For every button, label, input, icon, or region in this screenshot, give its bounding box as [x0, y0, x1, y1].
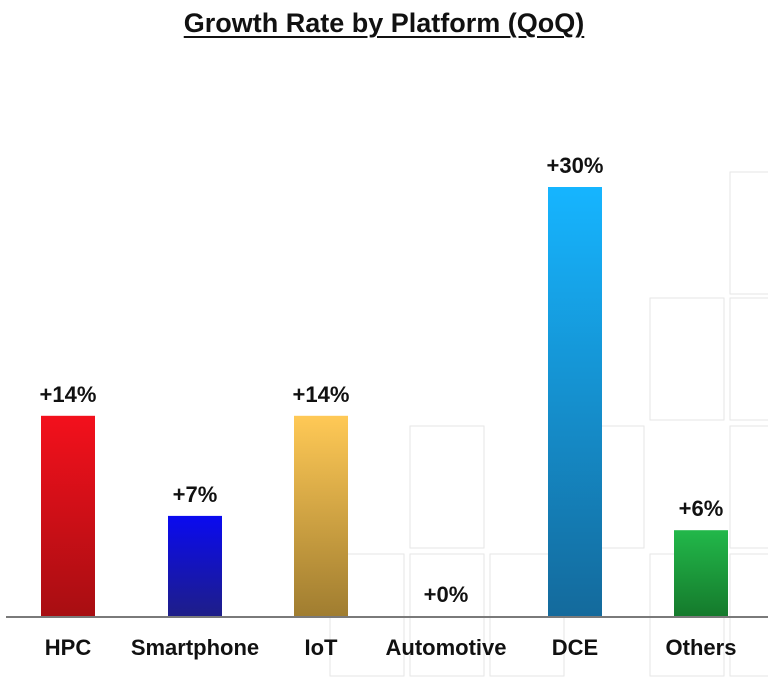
category-label-automotive: Automotive [386, 635, 507, 660]
background-box [649, 297, 725, 421]
bar-hpc [41, 415, 95, 616]
background-box [729, 297, 768, 421]
category-labels-group: HPC Smartphone IoT Automotive DCE Others [45, 635, 737, 660]
category-label-others: Others [666, 635, 737, 660]
value-label-others: +6% [679, 496, 724, 521]
value-label-iot: +14% [293, 382, 350, 407]
background-box [409, 553, 485, 677]
value-label-hpc: +14% [40, 382, 97, 407]
background-box [729, 171, 768, 295]
value-label-automotive: +0% [424, 582, 469, 607]
value-label-smartphone: +7% [173, 482, 218, 507]
chart-title: Growth Rate by Platform (QoQ) [0, 8, 768, 39]
value-label-dce: +30% [547, 153, 604, 178]
background-box [729, 425, 768, 549]
value-labels-group: +14% +7% +14% +0% +30% +6% [40, 153, 724, 607]
bars-group [41, 187, 728, 616]
bar-iot [294, 415, 348, 616]
category-label-iot: IoT [305, 635, 339, 660]
background-box [409, 425, 485, 549]
bar-others [674, 530, 728, 616]
bar-smartphone [168, 515, 222, 616]
category-label-smartphone: Smartphone [131, 635, 259, 660]
category-label-hpc: HPC [45, 635, 92, 660]
background-box [729, 553, 768, 677]
bar-dce [548, 187, 602, 616]
category-label-dce: DCE [552, 635, 598, 660]
chart-title-text: Growth Rate by Platform (QoQ) [183, 8, 585, 38]
